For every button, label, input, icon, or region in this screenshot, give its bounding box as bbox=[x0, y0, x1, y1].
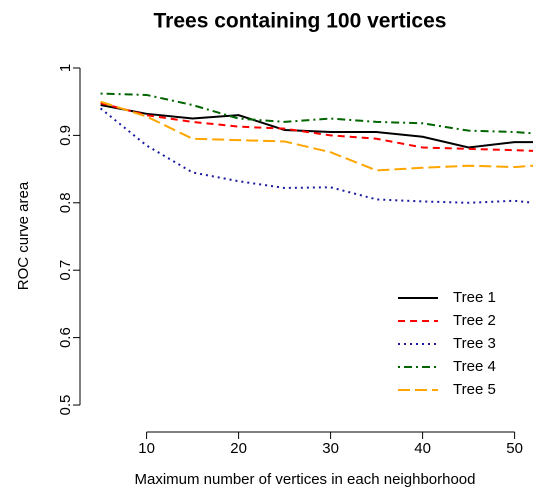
x-tick-label: 50 bbox=[506, 440, 523, 457]
x-axis-label: Maximum number of vertices in each neigh… bbox=[134, 471, 475, 488]
y-tick-label: 0.7 bbox=[57, 260, 74, 281]
series-line bbox=[100, 104, 533, 149]
x-tick-label: 30 bbox=[322, 440, 339, 457]
legend-label: Tree 3 bbox=[453, 335, 496, 352]
series-line bbox=[100, 92, 534, 135]
y-tick-label: 0.9 bbox=[57, 125, 74, 146]
legend-label: Tree 5 bbox=[453, 381, 496, 398]
series-line bbox=[100, 100, 534, 172]
x-tick-label: 10 bbox=[138, 440, 155, 457]
y-tick-label: 0.5 bbox=[57, 395, 74, 416]
x-tick-label: 40 bbox=[414, 440, 431, 457]
legend-label: Tree 1 bbox=[453, 289, 496, 306]
series-line bbox=[100, 102, 534, 152]
chart-title: Trees containing 100 vertices bbox=[154, 10, 447, 33]
legend-label: Tree 4 bbox=[453, 358, 496, 375]
y-tick-label: 0.8 bbox=[57, 192, 74, 213]
y-axis-label: ROC curve area bbox=[15, 181, 32, 290]
y-tick-label: 0.6 bbox=[57, 327, 74, 348]
y-tick-label: 1 bbox=[57, 64, 74, 72]
legend-label: Tree 2 bbox=[453, 312, 496, 329]
x-tick-label: 20 bbox=[230, 440, 247, 457]
series-line bbox=[99, 107, 534, 204]
